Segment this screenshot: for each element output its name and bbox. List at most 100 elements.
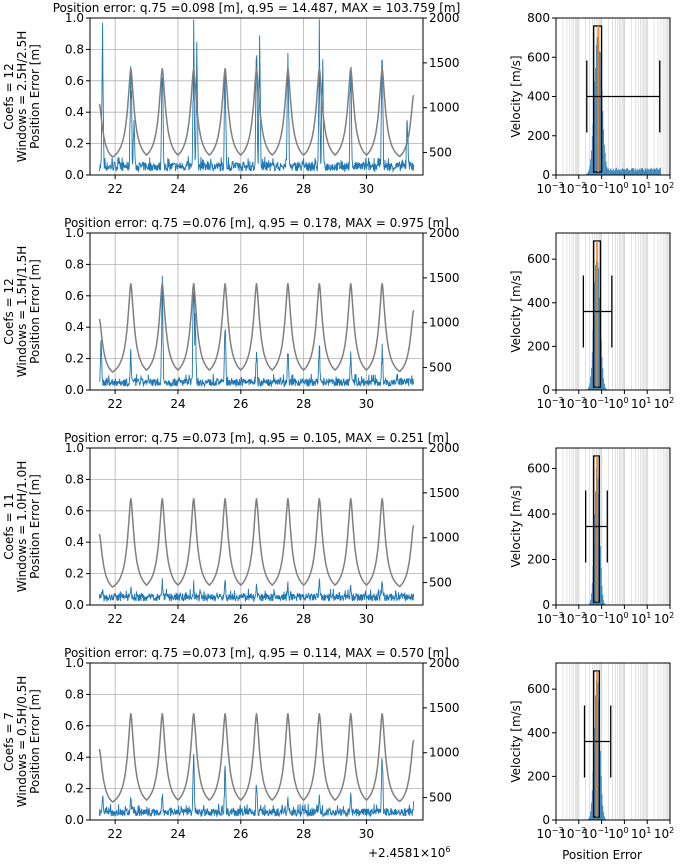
hist-bar <box>655 169 657 175</box>
hist-x-tick-label: 100 <box>608 611 628 626</box>
hist-bar <box>644 168 646 175</box>
hist-bar <box>637 170 639 175</box>
hist-bar <box>649 168 651 175</box>
tick-exponent: 2 <box>669 181 674 190</box>
x-tick-label: 22 <box>107 827 122 841</box>
hist-bar <box>634 168 636 175</box>
hist-bar <box>591 150 592 175</box>
hist-bar <box>601 586 603 605</box>
y-axis-label-line: Coefs = 7 <box>2 712 16 771</box>
hist-bar <box>641 168 643 175</box>
tick-base: 10 <box>654 612 669 626</box>
y-tick-label: 0.6 <box>65 719 84 733</box>
hist-bar <box>604 603 605 605</box>
hist-x-tick-label: 101 <box>631 396 651 411</box>
hist-y-tick-label: 400 <box>527 507 550 521</box>
y-axis-label-line: Position Error [m] <box>28 689 42 794</box>
hist-bar <box>626 168 627 175</box>
hist-bar <box>589 383 591 390</box>
y2-axis-label: Velocity [m/s] <box>509 270 523 352</box>
hist-bar <box>604 383 605 390</box>
hist-x-tick-label: 10−1 <box>582 181 609 196</box>
hist-bar <box>639 168 640 175</box>
hist-bar <box>600 776 602 820</box>
hist-bar <box>660 167 662 175</box>
y2-tick-label: 500 <box>429 791 452 805</box>
hist-bar <box>630 168 632 175</box>
tick-exponent: −2 <box>575 181 587 190</box>
hist-bar <box>623 168 625 175</box>
hist-bar <box>604 144 605 175</box>
hist-bar <box>658 169 660 175</box>
y-tick-label: 0.8 <box>65 42 84 56</box>
hist-bar <box>603 129 605 175</box>
series-velocity <box>98 498 415 588</box>
hist-x-tick-label: 10−3 <box>536 826 563 841</box>
y-tick-label: 1.0 <box>65 441 84 455</box>
tick-base: 10 <box>631 397 646 411</box>
tick-exponent: −1 <box>597 826 609 835</box>
y-tick-label: 0.6 <box>65 289 84 303</box>
hist-x-tick-label: 102 <box>654 396 674 411</box>
hist-bar <box>659 167 661 175</box>
hist-bar <box>612 170 613 175</box>
hist-bar <box>597 683 599 820</box>
hist-bar <box>657 169 659 175</box>
y2-tick-label: 1500 <box>429 486 460 500</box>
hist-bar <box>603 600 605 605</box>
tick-exponent: −1 <box>597 181 609 190</box>
chart-panel-4: 22 24 26 28 300.00.20.40.60.81.0500100015002… <box>2 646 674 841</box>
hist-bar <box>590 599 592 605</box>
hist-x-tick-label: 100 <box>608 826 628 841</box>
x-offset-label: +2.4581×106 <box>368 845 450 860</box>
hist-bar <box>591 582 593 605</box>
x-tick-label: 30 <box>359 827 374 841</box>
hist-bar <box>590 376 592 390</box>
hist-bar <box>599 52 601 175</box>
hist-x-tick-label: 10−3 <box>536 611 563 626</box>
tick-exponent: 0 <box>623 396 628 405</box>
hist-x-tick-label: 101 <box>631 181 651 196</box>
x-tick-label: 28 <box>296 612 311 626</box>
y-tick-label: 0.8 <box>65 687 84 701</box>
hist-y-tick-label: 0 <box>542 598 550 612</box>
hist-bar <box>599 51 600 176</box>
y-axis-label-line: Position Error [m] <box>28 259 42 364</box>
hist-bar <box>609 169 611 175</box>
hist-x-tick-label: 10−2 <box>559 611 586 626</box>
hist-bar <box>602 594 604 605</box>
tick-base: 10 <box>536 827 551 841</box>
chart-panel-3: 22 24 26 28 300.00.20.40.60.81.0500100015002… <box>2 431 674 626</box>
hist-y-tick-label: 200 <box>527 339 550 353</box>
hist-bar <box>654 168 656 175</box>
x-tick-label: 28 <box>296 182 311 196</box>
y-axis-label-line: Windows = 2.5H/2.5H <box>15 31 29 163</box>
hist-bar <box>608 168 609 175</box>
hist-x-tick-label: 102 <box>654 611 674 626</box>
hist-axes-frame <box>555 662 671 821</box>
tick-base: 10 <box>582 397 597 411</box>
hist-bar <box>588 386 590 390</box>
hist-bar <box>598 268 600 390</box>
hist-x-tick-label: 102 <box>654 826 674 841</box>
hist-bar <box>587 171 589 175</box>
tick-exponent: 0 <box>623 611 628 620</box>
tick-base: 10 <box>631 612 646 626</box>
y2-tick-label: 2000 <box>429 656 460 670</box>
hist-bar <box>643 169 644 175</box>
hist-bar <box>625 169 627 175</box>
hist-y-tick-label: 0 <box>542 383 550 397</box>
y-tick-label: 0.0 <box>65 168 84 182</box>
hist-bar <box>627 168 629 175</box>
series-position-error <box>98 19 415 173</box>
tick-exponent: −1 <box>597 396 609 405</box>
hist-x-tick-label: 10−1 <box>582 611 609 626</box>
y2-axis-label: Velocity [m/s] <box>509 485 523 567</box>
tick-exponent: −3 <box>552 396 564 405</box>
y-tick-label: 1.0 <box>65 11 84 25</box>
hist-bar <box>614 170 616 175</box>
hist-bar <box>631 168 633 175</box>
y-tick-label: 0.8 <box>65 472 84 486</box>
hist-bar <box>628 170 630 175</box>
